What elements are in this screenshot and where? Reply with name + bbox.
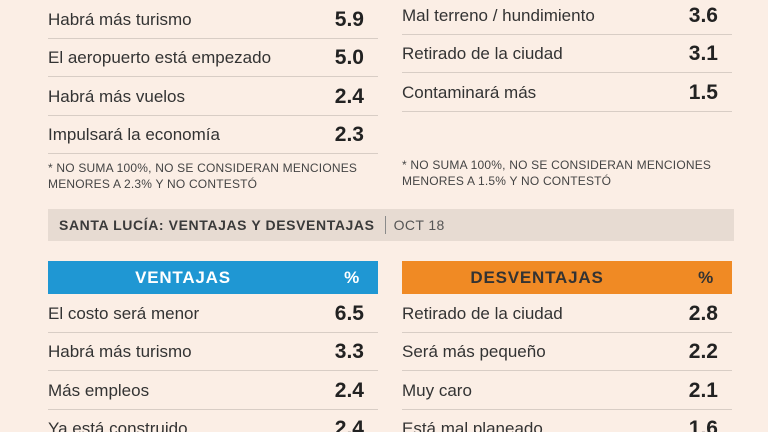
section-header: SANTA LUCÍA: VENTAJAS Y DESVENTAJAS OCT … (48, 209, 734, 241)
footnote: * NO SUMA 100%, NO SE CONSIDERAN MENCION… (402, 157, 712, 188)
row-value: 3.6 (688, 3, 718, 27)
table-row: Será más pequeño 2.2 (402, 333, 732, 371)
row-label: Será más pequeño (402, 342, 546, 361)
row-label: Retirado de la ciudad (402, 303, 563, 323)
row-label: Contaminará más (402, 82, 537, 102)
row-label: Retirado de la ciudad (402, 44, 563, 63)
table-row: El costo será menor 6.5 (48, 294, 378, 333)
row-value: 5.9 (334, 7, 364, 31)
row-label: Habrá más vuelos (48, 86, 186, 106)
table-row: Impulsará la economía 2.3 (48, 116, 378, 154)
table-row: Retirado de la ciudad 3.1 (402, 35, 732, 73)
row-value: 2.4 (334, 84, 364, 108)
desventajas-header: DESVENTAJAS % (402, 261, 732, 294)
table-row: Habrá más vuelos 2.4 (48, 77, 378, 116)
table-row: Más empleos 2.4 (48, 371, 378, 410)
row-value: 3.1 (688, 42, 718, 65)
table-row: Mal terreno / hundimiento 3.6 (402, 0, 732, 35)
row-label: Impulsará la economía (48, 125, 220, 144)
percent-header: % (698, 268, 714, 287)
row-value: 1.5 (688, 80, 718, 104)
section-title: SANTA LUCÍA: VENTAJAS Y DESVENTAJAS (59, 217, 375, 233)
row-value: 1.6 (688, 417, 718, 432)
row-value: 3.3 (334, 340, 364, 363)
row-label: El costo será menor (48, 303, 200, 323)
footnote: * NO SUMA 100%, NO SE CONSIDERAN MENCION… (48, 161, 358, 191)
percent-header: % (344, 268, 360, 287)
section-divider (384, 216, 386, 234)
section-date: OCT 18 (393, 217, 445, 233)
desventajas-title: DESVENTAJAS (470, 268, 604, 287)
row-value: 6.5 (334, 301, 364, 325)
top-right-table: Mal terreno / hundimiento 3.6 Retirado d… (402, 0, 732, 189)
table-row: Muy caro 2.1 (402, 371, 732, 410)
ventajas-title: VENTAJAS (135, 268, 231, 287)
row-value: 2.3 (334, 123, 364, 146)
desventajas-table: DESVENTAJAS % Retirado de la ciudad 2.8 … (402, 261, 732, 432)
row-label: Habrá más turismo (48, 9, 192, 29)
row-label: Más empleos (48, 380, 150, 400)
table-row: Está mal planeado 1.6 (402, 410, 732, 432)
row-value: 5.0 (334, 46, 364, 69)
row-label: Ya está construido (48, 419, 188, 432)
top-left-table: Habrá más turismo 5.9 El aeropuerto está… (48, 0, 378, 192)
row-value: 2.1 (688, 378, 718, 402)
table-row: Retirado de la ciudad 2.8 (402, 294, 732, 333)
row-value: 2.4 (334, 417, 364, 432)
ventajas-table: VENTAJAS % El costo será menor 6.5 Habrá… (48, 261, 378, 432)
table-row: Habrá más turismo 5.9 (48, 0, 378, 39)
table-row: El aeropuerto está empezado 5.0 (48, 39, 378, 77)
row-label: Mal terreno / hundimiento (402, 5, 595, 25)
row-value: 2.8 (688, 301, 718, 325)
ventajas-header: VENTAJAS % (48, 261, 378, 294)
row-label: Muy caro (402, 380, 472, 400)
row-label: El aeropuerto está empezado (48, 48, 272, 67)
row-value: 2.4 (334, 378, 364, 402)
table-row: Habrá más turismo 3.3 (48, 333, 378, 371)
table-row: Contaminará más 1.5 (402, 73, 732, 112)
row-value: 2.2 (688, 340, 718, 363)
table-row: Ya está construido 2.4 (48, 410, 378, 432)
row-label: Habrá más turismo (48, 342, 192, 361)
row-label: Está mal planeado (402, 419, 543, 432)
